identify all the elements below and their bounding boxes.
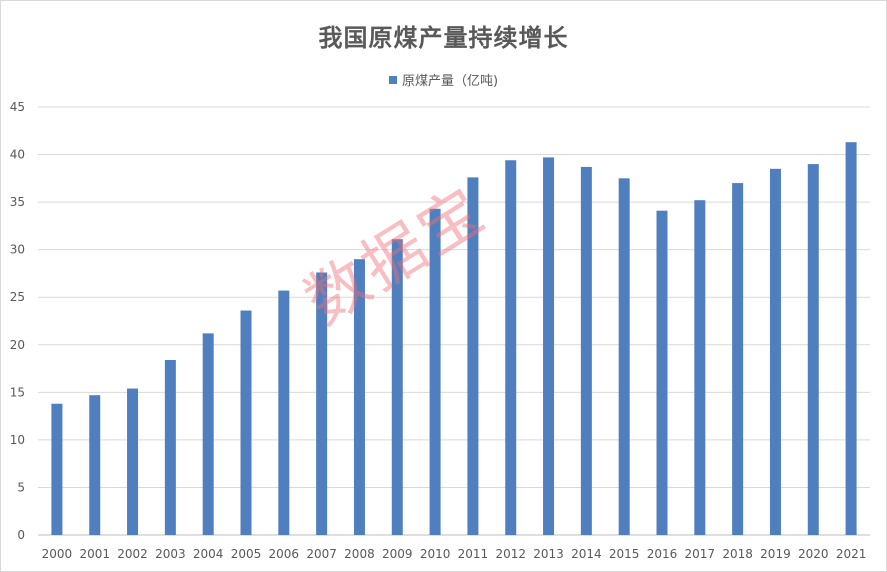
x-tick-label: 2020 [798, 547, 829, 561]
x-tick-label: 2016 [647, 547, 678, 561]
bar-2020 [807, 164, 819, 536]
x-tick-label: 2007 [306, 547, 337, 561]
bar-2011 [467, 177, 479, 536]
x-tick-label: 2004 [193, 547, 224, 561]
legend-label: 原煤产量（亿吨) [401, 74, 499, 89]
x-tick-label: 2003 [155, 547, 186, 561]
bar-2006 [278, 290, 290, 535]
bar-2000 [51, 403, 63, 535]
x-tick-label: 2018 [722, 547, 753, 561]
x-tick-label: 2005 [231, 547, 262, 561]
y-tick-label: 5 [17, 480, 25, 494]
bar-2016 [656, 210, 668, 535]
x-tick-label: 2013 [533, 547, 564, 561]
y-tick-label: 35 [10, 195, 25, 209]
y-tick-label: 45 [10, 100, 25, 114]
y-tick-label: 20 [10, 338, 25, 352]
bar-2015 [618, 178, 630, 536]
x-axis-ticks: 2000 2001 2002 2003 2004 2005 2006 2007 2008 2009… [42, 547, 867, 561]
gridlines [38, 106, 870, 536]
x-tick-label: 2009 [382, 547, 413, 561]
bar-2002 [127, 388, 139, 535]
x-tick-label: 2001 [79, 547, 110, 561]
y-tick-label: 40 [10, 148, 25, 162]
x-tick-label: 2017 [685, 547, 716, 561]
y-tick-label: 30 [10, 243, 25, 257]
x-tick-label: 2011 [458, 547, 489, 561]
chart-title: 我国原煤产量持续增长 [318, 24, 569, 52]
x-tick-label: 2010 [420, 547, 451, 561]
bar-2012 [505, 160, 517, 536]
bars [51, 142, 857, 536]
x-tick-label: 2002 [117, 547, 148, 561]
x-tick-label: 2015 [609, 547, 640, 561]
bar-2013 [543, 157, 555, 536]
x-tick-label: 2014 [571, 547, 602, 561]
bar-2014 [580, 166, 592, 536]
bar-2019 [769, 168, 781, 536]
y-tick-label: 0 [17, 528, 25, 542]
bar-2017 [694, 200, 706, 535]
x-tick-label: 2000 [42, 547, 73, 561]
x-tick-label: 2012 [495, 547, 526, 561]
y-tick-label: 10 [10, 433, 25, 447]
bar-2021 [845, 142, 857, 536]
x-tick-label: 2008 [344, 547, 375, 561]
legend-swatch [388, 76, 397, 84]
bar-2007 [316, 272, 328, 535]
bar-2003 [164, 359, 176, 535]
x-tick-label: 2006 [269, 547, 300, 561]
bar-2004 [202, 333, 214, 535]
bar-2001 [89, 395, 101, 535]
y-axis-ticks: 0 5 10 15 20 25 30 35 40 45 [10, 100, 25, 542]
y-tick-label: 25 [10, 290, 25, 304]
bar-2008 [353, 259, 365, 535]
legend: 原煤产量（亿吨) [0, 70, 887, 89]
x-tick-label: 2021 [836, 547, 867, 561]
bar-2005 [240, 310, 252, 535]
bar-2010 [429, 208, 441, 535]
y-tick-label: 15 [10, 385, 25, 399]
bar-2009 [391, 239, 403, 535]
x-tick-label: 2019 [760, 547, 791, 561]
bar-2018 [732, 183, 744, 536]
